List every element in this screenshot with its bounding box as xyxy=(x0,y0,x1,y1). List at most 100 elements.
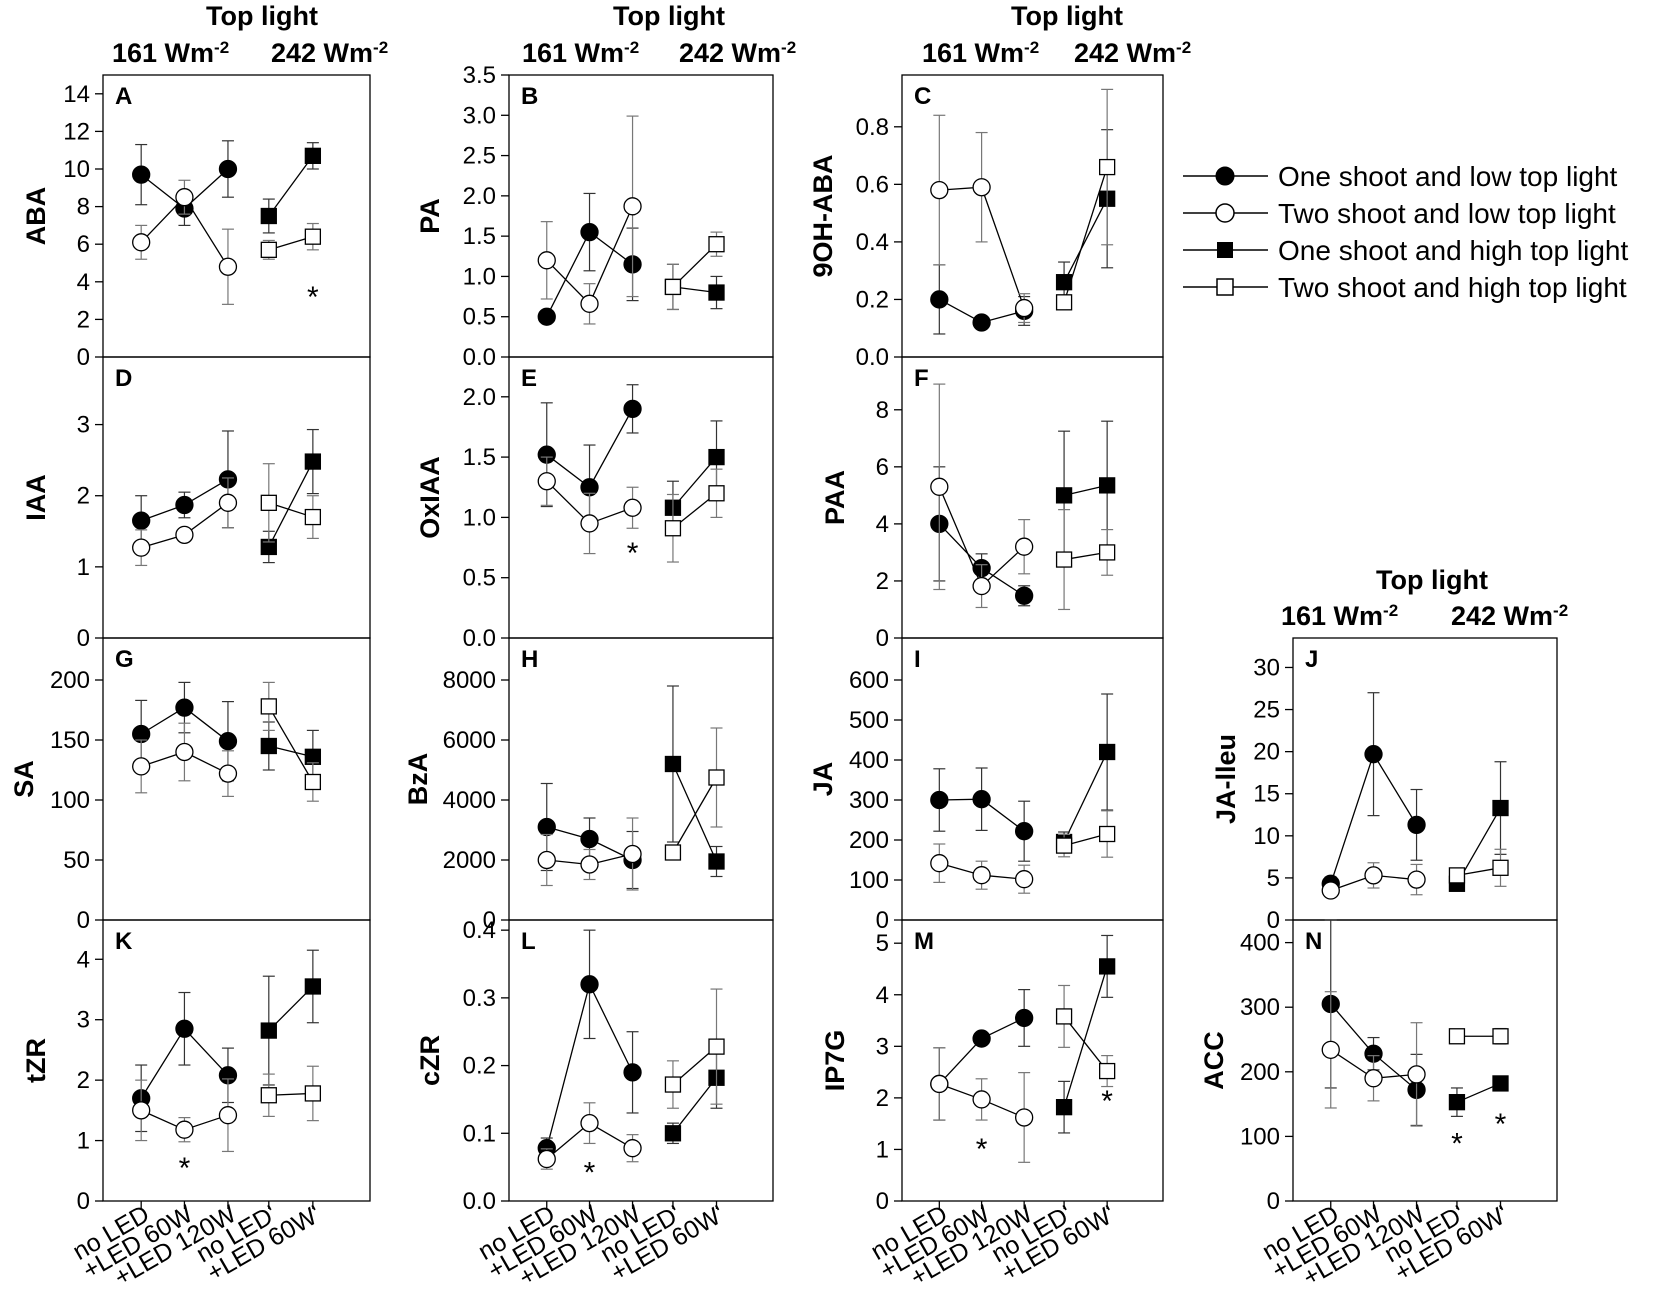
header-title: Top light xyxy=(1376,565,1488,595)
panel-letter: L xyxy=(521,928,536,955)
y-tick-label: 0.8 xyxy=(856,114,889,141)
data-point xyxy=(664,520,682,537)
y-tick-label: 8 xyxy=(876,397,889,424)
y-tick-label: 0 xyxy=(876,625,889,652)
y-axis-label: PAA xyxy=(820,470,850,525)
y-tick-label: 6000 xyxy=(443,727,496,754)
significance-star: * xyxy=(584,1157,596,1190)
y-axis-label: IP7G xyxy=(820,1030,850,1092)
y-axis-label: JA xyxy=(808,762,838,797)
data-point xyxy=(1014,537,1034,556)
data-point xyxy=(537,1149,556,1169)
y-axis-label: cZR xyxy=(415,1035,445,1086)
data-point xyxy=(664,1125,682,1142)
data-point xyxy=(175,188,194,207)
series-line xyxy=(672,777,718,853)
y-tick-label: 600 xyxy=(849,667,889,694)
series-2 xyxy=(132,179,238,305)
y-tick-label: 300 xyxy=(1240,994,1280,1021)
series-3 xyxy=(1448,1075,1509,1117)
series-line xyxy=(268,155,314,217)
header-col-4: Top light 161 Wm-2 242 Wm-2 xyxy=(1281,565,1568,631)
y-tick-label: 0.4 xyxy=(856,229,889,256)
data-point xyxy=(972,1029,991,1048)
data-point xyxy=(218,257,238,276)
series-3 xyxy=(1055,934,1116,1134)
y-axis-label: 9OH-ABA xyxy=(808,154,838,277)
panel-letter: E xyxy=(521,365,537,392)
data-point xyxy=(1098,825,1116,843)
y-tick-label: 0 xyxy=(77,907,90,934)
series-line xyxy=(1063,166,1108,303)
y-tick-label: 2.5 xyxy=(463,143,496,170)
data-point xyxy=(930,1074,949,1094)
series-4 xyxy=(1055,810,1116,858)
data-point xyxy=(972,1090,991,1109)
header-high: 242 Wm-2 xyxy=(1074,38,1191,69)
y-axis-label: ACC xyxy=(1199,1031,1229,1090)
data-point xyxy=(304,453,322,470)
y-axis-label: SA xyxy=(9,760,39,798)
data-point xyxy=(708,485,725,502)
y-tick-label: 3 xyxy=(77,1007,90,1034)
y-tick-label: 10 xyxy=(63,156,90,183)
significance-star: * xyxy=(179,1152,191,1185)
data-point xyxy=(623,844,642,864)
series-4 xyxy=(1055,509,1116,611)
data-point xyxy=(260,207,277,225)
data-point xyxy=(537,850,556,870)
significance-star: * xyxy=(976,1133,988,1166)
series-line xyxy=(672,763,718,862)
data-point xyxy=(537,817,556,837)
header-low: 161 Wm-2 xyxy=(112,38,229,69)
data-point xyxy=(1055,1008,1073,1025)
y-tick-label: 3 xyxy=(876,1033,889,1060)
data-point xyxy=(304,978,322,995)
y-tick-label: 2.0 xyxy=(463,384,496,411)
header-title: Top light xyxy=(613,1,725,31)
series-1 xyxy=(930,767,1034,862)
series-3 xyxy=(1055,129,1116,303)
header-low: 161 Wm-2 xyxy=(922,38,1039,69)
legend-label: Two shoot and low top light xyxy=(1278,198,1616,229)
y-tick-label: 6 xyxy=(77,231,90,258)
filled-circle-marker xyxy=(1215,166,1235,186)
data-point xyxy=(304,748,322,765)
data-point xyxy=(1321,1040,1340,1059)
y-tick-label: 0.0 xyxy=(463,344,496,371)
data-point xyxy=(664,1076,682,1093)
y-tick-label: 100 xyxy=(50,787,90,814)
y-tick-label: 20 xyxy=(1253,739,1280,766)
panel-letter: H xyxy=(521,646,538,673)
legend-label: One shoot and high top light xyxy=(1278,235,1628,266)
y-tick-label: 1.5 xyxy=(463,444,496,471)
y-tick-label: 0.5 xyxy=(463,304,496,331)
header-col-2: Top light 161 Wm-2 242 Wm-2 xyxy=(522,1,796,68)
data-point xyxy=(175,495,194,515)
series-2 xyxy=(132,477,238,567)
series-4 xyxy=(260,222,322,260)
data-point xyxy=(708,284,725,301)
data-point xyxy=(623,399,642,419)
y-tick-label: 15 xyxy=(1253,781,1280,808)
data-point xyxy=(1492,1075,1509,1092)
panel-h: 0 2000 4000 6000 8000 H BzA xyxy=(403,637,774,934)
series-2 xyxy=(930,843,1034,894)
y-tick-label: 50 xyxy=(63,847,90,874)
panel-i: 0 100 200 300 400 500 600 I JA xyxy=(808,637,1164,934)
panel-b: 0.0 0.5 1.0 1.5 2.0 2.5 3.0 3.5 B PA xyxy=(415,62,774,371)
header-title: Top light xyxy=(1011,1,1123,31)
data-point xyxy=(218,493,238,512)
y-tick-label: 0 xyxy=(1267,907,1280,934)
y-tick-label: 200 xyxy=(50,667,90,694)
header-low: 161 Wm-2 xyxy=(1281,601,1398,632)
header-low: 161 Wm-2 xyxy=(522,38,639,69)
data-point xyxy=(664,755,682,773)
data-point xyxy=(1364,866,1383,885)
y-tick-label: 2000 xyxy=(443,847,496,874)
data-point xyxy=(623,498,642,517)
data-point xyxy=(972,178,991,197)
panel-letter: D xyxy=(115,365,132,392)
y-tick-label: 0.0 xyxy=(463,625,496,652)
